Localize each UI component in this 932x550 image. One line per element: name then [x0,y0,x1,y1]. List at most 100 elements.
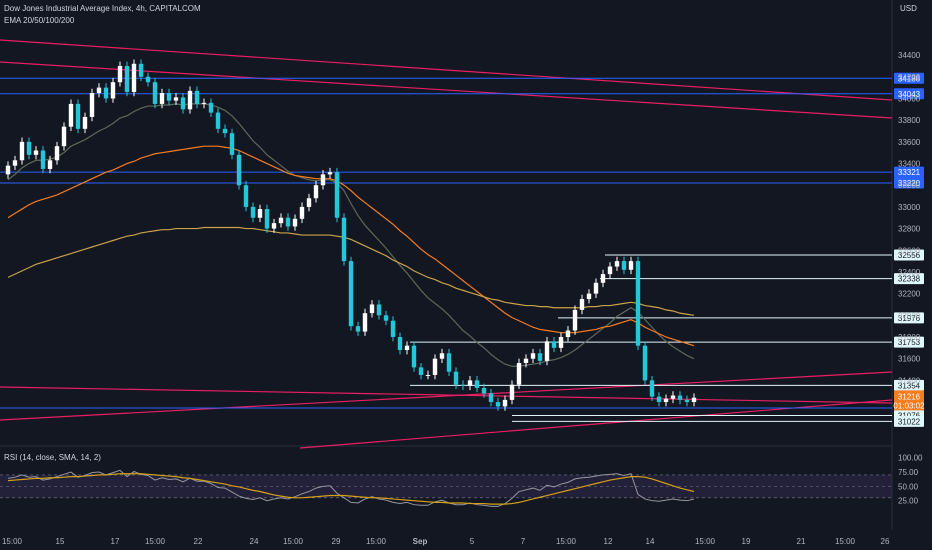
white-level-badge [894,379,924,391]
candle-body [404,345,410,351]
blue-level-label: 34186 [898,74,921,83]
blue-level-badge [894,72,924,84]
x-tick-label: 15:00 [835,537,856,546]
candle-body [180,97,186,110]
white-level-label: 31753 [898,338,921,347]
candle-body [12,160,18,166]
candle-body [103,87,109,99]
x-tick-label: 15:00 [366,537,387,546]
candle-body [278,217,284,224]
candle-body [593,282,599,294]
candle-body [117,65,123,83]
candle-body [516,363,522,385]
candle-body [82,116,88,129]
candle-body [299,206,305,219]
y-tick-label: 31600 [898,355,921,364]
candle-body [663,398,669,403]
candle-body [194,90,200,104]
current-price-badge [894,390,924,411]
candle-body [152,82,158,104]
x-tick-label: 14 [646,537,655,546]
x-tick-label: 22 [194,537,203,546]
x-tick-label: 15:00 [2,537,23,546]
rsi-tick-label: 100.00 [898,454,923,463]
y-tick-label: 33800 [898,116,921,125]
candle-body [145,76,151,83]
candle-body [537,353,543,361]
candle-body [607,266,613,275]
candle-body [614,261,620,267]
white-level-label: 32338 [898,275,921,284]
x-tick-label: 19 [742,537,751,546]
candle-body [292,218,298,227]
candle-body [75,103,81,129]
candle-body [495,402,501,407]
white-level-label: 31354 [898,381,921,390]
white-level-label: 32556 [898,251,921,260]
x-tick-label: 7 [521,537,526,546]
candle-body [250,206,256,218]
candle-body [621,261,627,270]
trendline [299,399,893,449]
candle-body [236,154,242,186]
candle-body [355,326,361,332]
y-tick-label: 34200 [898,73,921,82]
candle-body [229,133,235,155]
currency-label: USD [900,4,917,13]
ema-line [7,226,695,316]
rsi-sma-line [7,473,695,505]
indicator-label: EMA 20/50/100/200 [4,16,75,25]
candle-body [586,293,592,300]
candle-body [642,345,648,381]
candle-body [68,103,74,127]
candle-body [264,209,270,229]
candle-body [684,399,690,403]
candle-body [509,384,515,400]
candle-body [446,353,452,372]
white-level-badge [894,249,924,261]
y-tick-label: 34000 [898,94,921,103]
candle-body [19,141,25,161]
candle-body [334,172,340,218]
white-level-badge [894,336,924,348]
ema-line [7,103,695,367]
candle-body [579,299,585,310]
candle-body [418,367,424,375]
candle-body [565,330,571,337]
chart-title: Dow Jones Industrial Average Index, 4h, … [4,4,201,13]
x-tick-label: 15:00 [695,537,716,546]
rsi-tick-label: 50.00 [898,482,919,491]
candle-body [138,63,144,77]
candle-body [467,380,473,386]
blue-level-label: 33220 [898,179,921,188]
y-tick-label: 32200 [898,290,921,299]
candle-body [222,128,228,134]
candle-body [173,97,179,101]
trendline [0,61,893,119]
y-tick-label: 32800 [898,225,921,234]
candle-body [320,174,326,186]
candle-body [96,87,102,94]
rsi-title: RSI (14, close, SMA, 14, 2) [4,453,101,462]
candle-body [432,358,438,375]
candle-body [551,341,557,348]
x-tick-label: 15:00 [145,537,166,546]
candle-body [383,315,389,321]
candle-body [481,387,487,394]
candle-body [215,112,221,129]
candle-body [558,337,564,348]
candle-body [306,198,312,207]
y-tick-label: 33200 [898,181,921,190]
candle-body [89,93,95,117]
candle-body [54,146,60,161]
y-tick-label: 33000 [898,203,921,212]
y-tick-label: 32600 [898,246,921,255]
candle-body [61,126,67,147]
blue-level-badge [894,88,924,100]
x-tick-label: 29 [332,537,341,546]
candle-body [488,393,494,403]
candle-body [124,65,130,92]
x-tick-label: 15:00 [283,537,304,546]
candle-body [159,93,165,104]
